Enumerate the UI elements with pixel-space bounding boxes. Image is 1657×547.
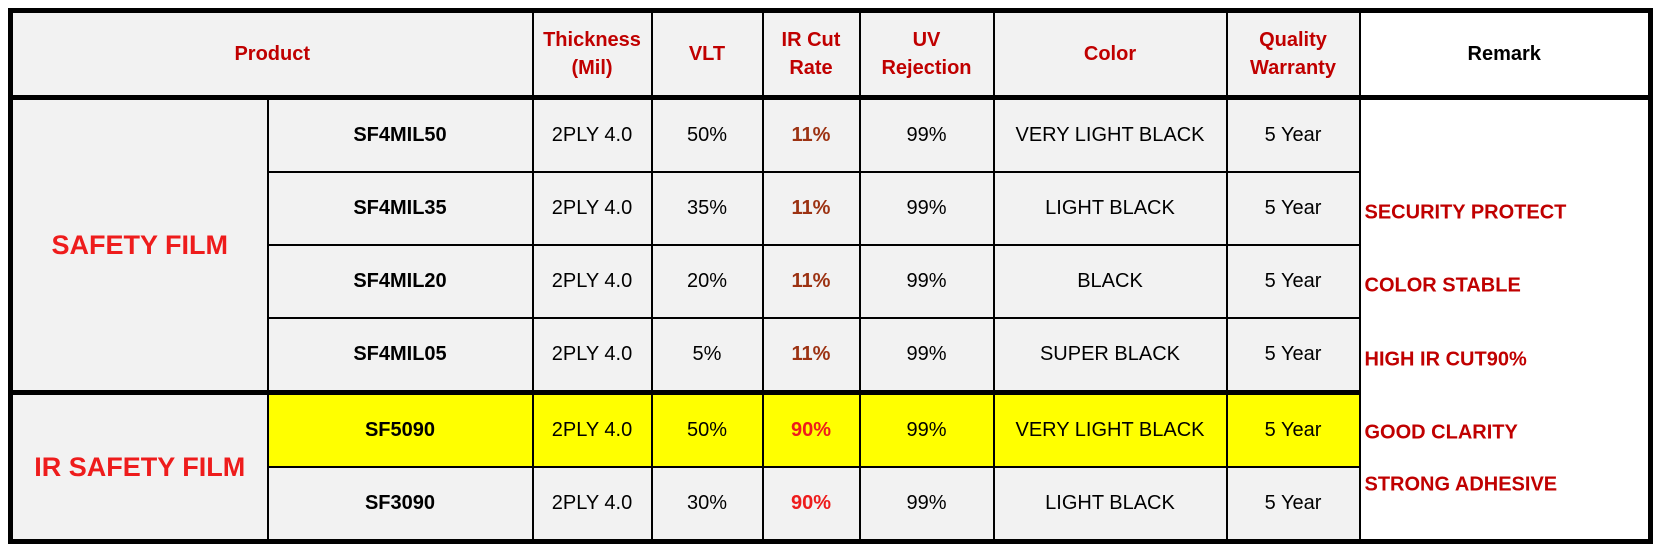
- color: VERY LIGHT BLACK: [992, 96, 1228, 173]
- header-cell: IR Cut Rate: [761, 9, 861, 100]
- data-row: SF3090 2PLY 4.0 30% 90% 99% LIGHT BLACK 5 Year: [11, 466, 1651, 543]
- ir-cut-rate: 11%: [761, 171, 861, 246]
- remark-line: STRONG ADHESIVE: [1364, 473, 1558, 496]
- uv-rejection: 99%: [858, 171, 995, 246]
- ir-cut-rate: 90%: [761, 390, 861, 468]
- vlt: 5%: [650, 317, 764, 394]
- color: BLACK: [992, 244, 1228, 319]
- thickness: 2PLY 4.0: [531, 96, 653, 173]
- product-name: SF4MIL20: [266, 244, 534, 319]
- header-cell: UV Rejection: [858, 9, 995, 100]
- remark-line: COLOR STABLE: [1364, 274, 1521, 297]
- product-name: SF4MIL05: [266, 317, 534, 394]
- warranty: 5 Year: [1225, 244, 1361, 319]
- group-name: SAFETY FILM: [9, 96, 269, 394]
- ir-cut-rate: 11%: [761, 244, 861, 319]
- remark-line: SECURITY PROTECT: [1364, 201, 1567, 224]
- product-name: SF4MIL50: [266, 96, 534, 173]
- thickness: 2PLY 4.0: [531, 466, 653, 543]
- remark-cell: SECURITY PROTECT COLOR STABLE HIGH IR CUT9…: [1358, 96, 1652, 543]
- warranty: 5 Year: [1225, 317, 1361, 394]
- uv-rejection: 99%: [858, 466, 995, 543]
- header-cell: Product: [9, 9, 534, 100]
- data-row: SF4MIL05 2PLY 4.0 5% 11% 99% SUPER BLACK 5 Yea…: [11, 317, 1651, 394]
- data-row: IR SAFETY FILM SF5090 2PLY 4.0 50% 90% 99% VER…: [9, 390, 1651, 543]
- warranty: 5 Year: [1225, 96, 1361, 173]
- thickness: 2PLY 4.0: [531, 317, 653, 394]
- remark-line: HIGH IR CUT90%: [1364, 348, 1527, 371]
- data-row: SF4MIL20 2PLY 4.0 20% 11% 99% BLACK 5 Year: [11, 244, 1651, 319]
- header-cell: Remark: [1358, 9, 1652, 100]
- warranty: 5 Year: [1225, 390, 1361, 468]
- color: VERY LIGHT BLACK: [992, 390, 1228, 468]
- vlt: 35%: [650, 171, 764, 246]
- vlt: 20%: [650, 244, 764, 319]
- product-name: SF4MIL35: [266, 171, 534, 246]
- header-cell: VLT: [650, 9, 764, 100]
- ir-cut-rate: 11%: [761, 317, 861, 394]
- header-cell: Thickness (Mil): [531, 9, 653, 100]
- product-table: Product Thickness (Mil) VLT IR Cut Rate UV R…: [8, 8, 1653, 544]
- product-name: SF5090: [266, 390, 534, 468]
- uv-rejection: 99%: [858, 317, 995, 394]
- table-wrap: Product Thickness (Mil) VLT IR Cut Rate UV R…: [8, 8, 1653, 544]
- header-cell: Color: [992, 9, 1228, 100]
- thickness: 2PLY 4.0: [531, 244, 653, 319]
- remark-line: GOOD CLARITY: [1364, 421, 1518, 444]
- data-row: SF4MIL35 2PLY 4.0 35% 11% 99% LIGHT BLACK 5 Ye…: [11, 171, 1651, 246]
- vlt: 50%: [650, 96, 764, 173]
- header-row: Product Thickness (Mil) VLT IR Cut Rate UV R…: [9, 9, 1652, 100]
- uv-rejection: 99%: [858, 390, 995, 468]
- color: SUPER BLACK: [992, 317, 1228, 394]
- data-row: SAFETY FILM SF4MIL50 2PLY 4.0 50% 11% 99% VERY…: [9, 96, 1652, 543]
- color: LIGHT BLACK: [992, 171, 1228, 246]
- uv-rejection: 99%: [858, 244, 995, 319]
- ir-cut-rate: 11%: [761, 96, 861, 173]
- thickness: 2PLY 4.0: [531, 390, 653, 468]
- uv-rejection: 99%: [858, 96, 995, 173]
- product-name: SF3090: [266, 466, 534, 543]
- ir-cut-rate: 90%: [761, 466, 861, 543]
- vlt: 50%: [650, 390, 764, 468]
- group-name: IR SAFETY FILM: [9, 390, 269, 543]
- vlt: 30%: [650, 466, 764, 543]
- warranty: 5 Year: [1225, 171, 1361, 246]
- warranty: 5 Year: [1225, 466, 1361, 543]
- thickness: 2PLY 4.0: [531, 171, 653, 246]
- color: LIGHT BLACK: [992, 466, 1228, 543]
- header-cell: Quality Warranty: [1225, 9, 1361, 100]
